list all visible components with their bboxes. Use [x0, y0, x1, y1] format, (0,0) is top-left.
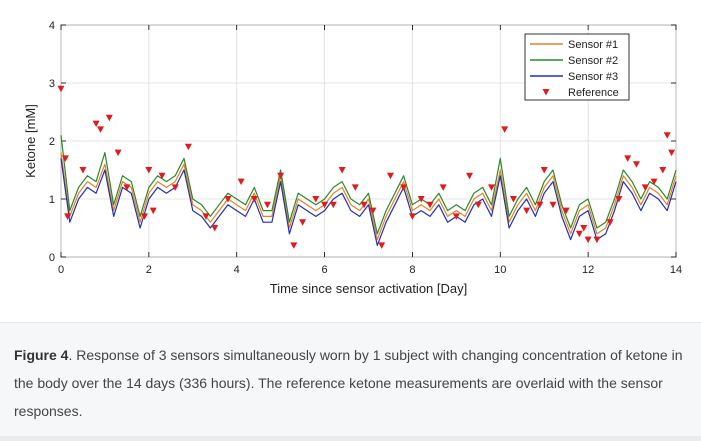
reference-point — [400, 184, 408, 191]
reference-point — [668, 149, 676, 157]
reference-point — [312, 196, 320, 203]
x-axis-label: Time since sensor activation [Day] — [270, 281, 467, 296]
reference-point — [290, 242, 298, 249]
x-tick-label: 2 — [146, 264, 152, 276]
reference-point — [114, 149, 122, 157]
reference-point — [540, 167, 548, 174]
reference-point — [351, 184, 359, 191]
legend-swatch-marker — [542, 89, 550, 96]
reference-point — [523, 207, 531, 215]
x-tick-label: 6 — [322, 264, 328, 276]
reference-point — [202, 213, 210, 220]
reference-point — [263, 201, 271, 209]
legend-label: Sensor #3 — [568, 71, 618, 83]
reference-point — [408, 213, 416, 220]
reference-point — [321, 201, 329, 209]
caption-text: . Response of 3 sensors simultaneously w… — [14, 347, 683, 419]
reference-point — [171, 184, 179, 191]
reference-point — [439, 184, 447, 191]
reference-point — [79, 167, 87, 174]
series-line-3 — [60, 158, 677, 246]
reference-point — [369, 207, 377, 215]
reference-point — [123, 184, 131, 191]
reference-point — [474, 201, 482, 209]
reference-point — [97, 126, 105, 133]
reference-point — [593, 236, 601, 244]
reference-point — [632, 161, 640, 168]
reference-point — [562, 207, 570, 215]
y-axis-label: Ketone [mM] — [23, 104, 38, 178]
x-tick-label: 12 — [582, 264, 594, 276]
reference-point — [575, 230, 583, 238]
reference-point — [641, 184, 649, 191]
reference-point — [452, 213, 460, 220]
reference-point — [509, 196, 517, 203]
reference-point — [650, 178, 658, 186]
reference-point — [488, 184, 495, 191]
reference-point — [624, 155, 632, 162]
reference-point — [466, 172, 474, 180]
reference-point — [615, 196, 623, 203]
y-tick-label: 0 — [49, 252, 55, 264]
reference-point — [501, 126, 509, 133]
caption-area: Figure 4. Response of 3 sensors simultan… — [0, 322, 701, 437]
legend-label: Sensor #2 — [568, 55, 618, 67]
x-tick-label: 10 — [494, 264, 506, 276]
reference-point — [237, 178, 245, 186]
reference-point — [158, 172, 166, 180]
reference-point — [329, 201, 337, 209]
reference-point — [606, 219, 614, 226]
reference-point — [277, 172, 285, 180]
reference-point — [417, 196, 425, 203]
reference-point — [580, 225, 588, 232]
legend-box — [524, 33, 630, 101]
figure-label: Figure 4 — [14, 347, 69, 363]
reference-point — [426, 201, 434, 209]
reference-point — [184, 143, 192, 151]
y-tick-label: 3 — [49, 78, 55, 90]
reference-point — [299, 219, 307, 226]
reference-point — [338, 167, 346, 174]
reference-point — [149, 207, 157, 215]
reference-point — [386, 172, 394, 180]
legend-label: Reference — [568, 87, 619, 99]
reference-point — [211, 225, 219, 232]
y-tick-label: 4 — [49, 20, 55, 32]
reference-point — [64, 213, 72, 220]
reference-point — [224, 196, 232, 203]
x-tick-label: 14 — [670, 264, 682, 276]
series-line-1 — [60, 152, 677, 241]
legend: Sensor #1 Sensor #2 Sensor #3 Reference — [524, 33, 630, 101]
y-tick-label: 2 — [49, 136, 55, 148]
reference-markers — [57, 85, 676, 249]
reference-point — [92, 120, 100, 128]
reference-point — [140, 213, 148, 220]
y-tick-label: 1 — [49, 194, 55, 206]
reference-point — [378, 242, 386, 249]
reference-point — [584, 236, 592, 244]
legend-label: Sensor #1 — [568, 39, 618, 51]
reference-point — [536, 201, 544, 209]
bottom-rule — [0, 436, 701, 441]
reference-point — [549, 201, 557, 209]
reference-point — [105, 114, 113, 122]
series-line-2 — [60, 135, 677, 235]
series-layer — [60, 135, 677, 246]
figure-caption: Figure 4. Response of 3 sensors simultan… — [14, 341, 686, 425]
reference-point — [360, 201, 368, 209]
reference-point — [61, 155, 69, 162]
reference-point — [250, 196, 258, 203]
reference-point — [57, 85, 65, 93]
x-tick-label: 8 — [409, 264, 415, 276]
reference-point — [663, 132, 671, 139]
reference-point — [145, 167, 153, 174]
reference-point — [659, 167, 667, 174]
x-tick-label: 4 — [234, 264, 240, 276]
x-tick-label: 0 — [58, 264, 64, 276]
